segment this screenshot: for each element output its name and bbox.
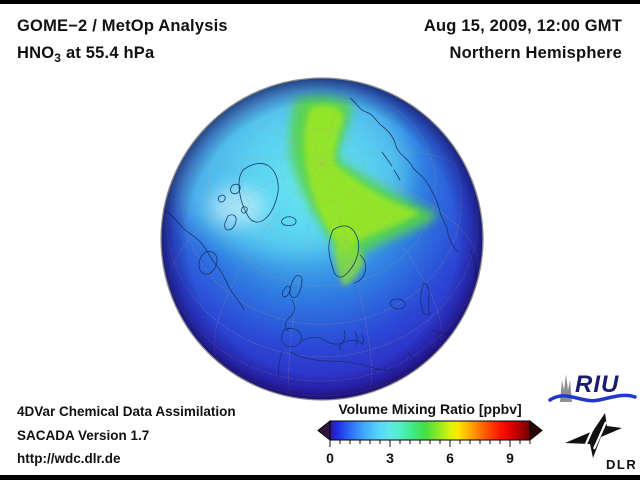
assimilation-label: 4DVar Chemical Data Assimilation — [17, 404, 236, 419]
header-right: Aug 15, 2009, 12:00 GMT Northern Hemisph… — [424, 13, 622, 67]
colorbar-tick-label: 9 — [506, 450, 514, 466]
dlr-logo: DLR — [565, 413, 635, 472]
colorbar-tick-label: 3 — [386, 450, 394, 466]
footer-credits: 4DVar Chemical Data Assimilation SACADA … — [17, 400, 236, 471]
colorbar-tick-label: 0 — [326, 450, 334, 466]
colorbar: Volume Mixing Ratio [ppbv] 0 3 6 9 — [317, 401, 543, 466]
colorbar-under-range-arrow — [317, 419, 331, 442]
formula-prefix: HNO — [17, 44, 55, 62]
limb-shading — [161, 78, 483, 400]
header-left: GOME−2 / MetOp Analysis HNO3 at 55.4 hPa — [17, 13, 228, 72]
colorbar-title: Volume Mixing Ratio [ppbv] — [338, 401, 521, 417]
top-border-bar — [0, 0, 640, 4]
bottom-border-bar — [0, 475, 640, 480]
dlr-star-icon — [565, 413, 622, 458]
riu-wave-icon — [548, 393, 637, 403]
colorbar-gradient-bar — [329, 420, 531, 441]
riu-wordmark: RIU — [575, 371, 619, 398]
species-level-line: HNO3 at 55.4 hPa — [17, 40, 228, 72]
formula-suffix: at 55.4 hPa — [61, 44, 155, 62]
colorbar-over-range-arrow — [529, 419, 543, 442]
colorbar-ticks — [329, 440, 531, 447]
colorbar-tick-label: 6 — [446, 450, 454, 466]
globe-rim — [160, 77, 484, 401]
riu-logo: RIU — [548, 371, 637, 403]
version-label: SACADA Version 1.7 — [17, 427, 150, 443]
datetime-label: Aug 15, 2009, 12:00 GMT — [423, 17, 622, 35]
analysis-title: GOME−2 / MetOp Analysis — [17, 17, 228, 35]
colorbar-tick-labels: 0 3 6 9 — [326, 450, 514, 466]
hemisphere-label: Northern Hemisphere — [449, 44, 622, 62]
dlr-wordmark: DLR — [606, 457, 635, 472]
formula-subscript: 3 — [54, 51, 62, 65]
wdc-url-label: http://wdc.dlr.de — [17, 451, 121, 466]
dlr-star-cutouts — [580, 421, 608, 454]
